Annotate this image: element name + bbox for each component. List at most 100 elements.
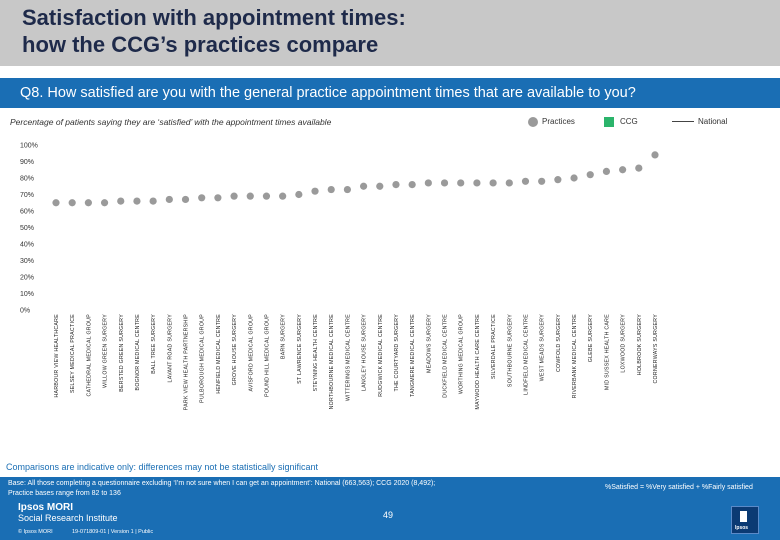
y-tick-label: 50% bbox=[20, 225, 34, 232]
practice-points bbox=[52, 151, 659, 207]
slide-title-line1: Satisfaction with appointment times: bbox=[22, 5, 406, 30]
practice-point bbox=[376, 182, 384, 190]
x-category-label: WORTHING MEDICAL GROUP bbox=[459, 314, 465, 394]
x-category-label: SOUTHBOURNE SURGERY bbox=[507, 314, 513, 387]
x-category-label: THE COURTYARD SURGERY bbox=[394, 314, 400, 392]
practice-point bbox=[165, 195, 173, 204]
practice-point bbox=[68, 199, 76, 207]
practice-point bbox=[84, 199, 92, 207]
practice-point bbox=[521, 177, 530, 185]
chart-subtitle: Percentage of patients saying they are ‘… bbox=[10, 117, 332, 127]
base-note-line2: Practice bases range from 82 to 136 bbox=[8, 490, 121, 497]
practice-point bbox=[262, 192, 271, 200]
x-category-label: AVISFORD MEDICAL GROUP bbox=[248, 314, 254, 392]
x-category-label: SILVERDALE PRACTICE bbox=[491, 314, 497, 379]
legend-practices-label: Practices bbox=[542, 117, 575, 127]
caveat-note: Comparisons are indicative only: differe… bbox=[6, 462, 318, 472]
x-category-label: BALL TREE SURGERY bbox=[151, 314, 157, 374]
x-category-label: MID SUSSEX HEALTH CARE bbox=[604, 314, 610, 390]
x-category-label: WILLOW GREEN SURGERY bbox=[103, 314, 109, 388]
practice-point bbox=[230, 192, 238, 200]
x-category-label: ST LAWRENCE SURGERY bbox=[297, 314, 303, 384]
x-category-label: GLEBE SURGERY bbox=[588, 314, 594, 362]
copyright-text: © Ipsos MORI bbox=[18, 529, 53, 535]
logo-line1: Ipsos MORI bbox=[18, 502, 74, 513]
practice-point bbox=[52, 199, 60, 207]
practice-point bbox=[424, 179, 432, 187]
slide-title: Satisfaction with appointment times: how… bbox=[22, 4, 406, 58]
practice-point bbox=[619, 166, 627, 174]
practice-point bbox=[295, 190, 303, 199]
practice-point bbox=[214, 194, 222, 202]
ccg-square-icon bbox=[604, 117, 614, 127]
practice-point bbox=[635, 164, 643, 172]
x-category-label: HOLBROOK SURGERY bbox=[637, 314, 643, 375]
x-category-label: LOXWOOD SURGERY bbox=[621, 314, 627, 373]
x-category-label: PULBOROUGH MEDICAL GROUP bbox=[200, 314, 206, 403]
x-category-label: HENFIELD MEDICAL CENTRE bbox=[216, 314, 222, 394]
practice-point bbox=[133, 197, 141, 205]
x-category-label: DUCKFIELD MEDICAL CENTRE bbox=[443, 314, 449, 398]
practice-point bbox=[554, 176, 562, 184]
x-category-label: BERSTED GREEN SURGERY bbox=[119, 314, 125, 392]
x-category-label: SELSEY MEDICAL PRACTICE bbox=[70, 314, 76, 393]
y-axis: 100% 90% 80% 70% 60% 50% 40% 30% 20% 10% 0% bbox=[20, 143, 38, 315]
practice-point bbox=[570, 174, 578, 182]
legend-national-label: National bbox=[698, 117, 728, 126]
base-banner bbox=[0, 477, 780, 497]
page-number: 49 bbox=[383, 510, 394, 520]
practice-point bbox=[198, 194, 206, 202]
practice-point bbox=[279, 192, 287, 200]
logo-line2: Social Research Institute bbox=[18, 513, 118, 523]
slide-title-line2: how the CCG’s practices compare bbox=[22, 32, 379, 57]
base-note-line1: Base: All those completing a questionnai… bbox=[8, 480, 436, 487]
y-tick-label: 70% bbox=[20, 192, 34, 199]
y-tick-label: 40% bbox=[20, 242, 34, 249]
footer-bar bbox=[0, 497, 780, 540]
ipsos-logo: Ipsos MORI Social Research Institute bbox=[18, 502, 118, 523]
x-category-label: GROVE HOUSE SURGERY bbox=[232, 314, 238, 386]
y-tick-label: 100% bbox=[20, 143, 38, 150]
practice-point bbox=[181, 195, 190, 204]
legend-ccg: CCG bbox=[604, 117, 638, 127]
ipsos-corner-logo-icon: Ipsos bbox=[731, 506, 759, 534]
x-category-label: NORTHBOURNE MEDICAL CENTRE bbox=[329, 314, 335, 410]
x-category-label: MAYWOOD HEALTH CARE CENTRE bbox=[475, 314, 481, 410]
practice-point bbox=[538, 177, 546, 185]
y-tick-label: 0% bbox=[20, 308, 30, 315]
job-reference: 19-071809-01 | Version 1 | Public bbox=[72, 529, 154, 535]
practice-point bbox=[100, 199, 109, 207]
x-axis-labels: HARBOUR VIEW HEALTHCARE SELSEY MEDICAL PR… bbox=[54, 314, 659, 410]
x-category-label: LANGLEY HOUSE SURGERY bbox=[362, 314, 368, 391]
y-tick-label: 30% bbox=[20, 258, 34, 265]
practice-point bbox=[311, 187, 319, 195]
legend-ccg-label: CCG bbox=[620, 117, 638, 127]
x-category-label: POUND HILL MEDICAL GROUP bbox=[264, 314, 270, 397]
title-banner: Satisfaction with appointment times: how… bbox=[0, 0, 780, 66]
practice-point bbox=[246, 192, 254, 200]
national-line-icon bbox=[672, 121, 694, 123]
practice-point bbox=[473, 179, 481, 187]
practice-scatter-chart: 100% 90% 80% 70% 60% 50% 40% 30% 20% 10% 0% HARBOU… bbox=[20, 143, 659, 411]
practice-point bbox=[149, 197, 157, 205]
x-category-label: WITTERINGS MEDICAL CENTRE bbox=[345, 314, 351, 401]
practice-point bbox=[602, 167, 611, 175]
practice-point bbox=[586, 171, 594, 179]
x-category-label: TANGMERE MEDICAL CENTRE bbox=[410, 314, 416, 397]
x-category-label: COWFOLD SURGERY bbox=[556, 314, 562, 372]
question-banner: Q8. How satisfied are you with the gener… bbox=[0, 78, 780, 108]
practice-point bbox=[343, 185, 352, 194]
x-category-label: RIVERBANK MEDICAL CENTRE bbox=[572, 314, 578, 398]
practice-point bbox=[651, 151, 659, 159]
y-tick-label: 80% bbox=[20, 176, 34, 183]
x-category-label: PARK VIEW HEALTH PARTNERSHIP bbox=[184, 314, 190, 410]
legend-national: National bbox=[672, 117, 727, 126]
x-category-label: BARN SURGERY bbox=[281, 314, 287, 359]
question-text: Q8. How satisfied are you with the gener… bbox=[20, 85, 636, 101]
x-category-label: WEST MEADS SURGERY bbox=[540, 314, 546, 381]
x-category-label: RUDGWICK MEDICAL CENTRE bbox=[378, 314, 384, 397]
y-tick-label: 20% bbox=[20, 275, 34, 282]
practice-point bbox=[359, 182, 368, 190]
x-category-label: CORNERWAYS SURGERY bbox=[653, 314, 659, 384]
y-tick-label: 60% bbox=[20, 209, 34, 216]
